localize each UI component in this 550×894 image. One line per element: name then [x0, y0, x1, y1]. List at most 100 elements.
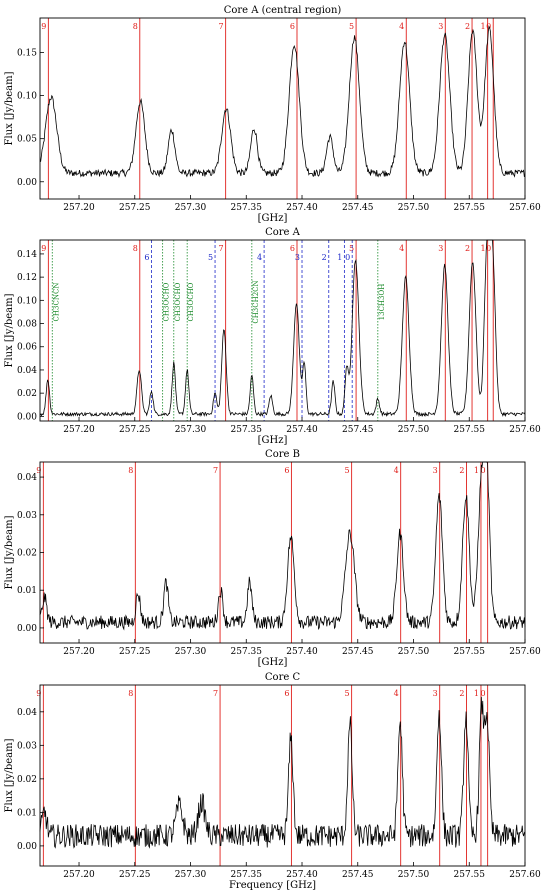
- plot-frame: [39, 684, 526, 867]
- x-tick-label: 257.40: [286, 870, 318, 880]
- transition-label-red: 4: [394, 466, 399, 475]
- transition-label-red: 3: [433, 466, 438, 475]
- y-axis-label: Flux [Jy/beam]: [4, 293, 15, 367]
- y-tick-label: 0.02: [17, 549, 37, 559]
- x-axis-label: Frequency [GHz]: [229, 880, 316, 891]
- x-tick-label: 257.40: [286, 425, 318, 435]
- transition-label-red: 7: [219, 244, 224, 253]
- y-tick-label: 0.01: [17, 586, 37, 596]
- x-tick-label: 257.45: [342, 203, 374, 213]
- transition-label-red: 1: [481, 22, 486, 31]
- y-axis-label: Flux [Jy/beam]: [4, 738, 15, 812]
- transition-label-red: 0: [486, 244, 491, 253]
- transition-label-red: 3: [438, 244, 443, 253]
- x-tick-label: 257.45: [342, 425, 374, 435]
- transition-label-blue: 0: [345, 253, 350, 262]
- y-tick-label: 0.00: [17, 624, 37, 634]
- y-tick-label: 0.04: [17, 473, 37, 483]
- x-tick-label: 257.60: [509, 203, 541, 213]
- transition-label-red: 7: [213, 689, 218, 698]
- transition-label-red: 1: [474, 466, 479, 475]
- transition-label-red: 2: [465, 244, 470, 253]
- x-tick-label: 257.35: [231, 870, 263, 880]
- transition-label-red: 8: [128, 466, 133, 475]
- species-label-green: CH3OCHO: [187, 282, 195, 321]
- spectrum-line: [39, 461, 526, 631]
- transition-label-red: 2: [459, 466, 464, 475]
- x-tick-label: 257.30: [175, 647, 207, 657]
- spectrum-line: [39, 239, 526, 418]
- x-tick-label: 257.45: [342, 647, 374, 657]
- panel-title: Core B: [265, 449, 300, 460]
- panel-3: Core B 9 8 7 6 5 4 3 2 1 0 257.20 257.25 257.30 257.35…: [4, 449, 541, 668]
- y-tick-label: 0.10: [17, 92, 37, 102]
- x-tick-label: 257.55: [454, 203, 486, 213]
- transition-label-red: 1: [474, 689, 479, 698]
- panel-title: Core A (central region): [224, 5, 342, 16]
- x-tick-label: 257.35: [231, 203, 263, 213]
- species-label-green: CH3OCHO: [174, 282, 182, 321]
- transition-label-red: 4: [399, 244, 404, 253]
- transition-label-blue: 1: [337, 253, 342, 262]
- x-tick-label: 257.20: [63, 647, 95, 657]
- x-tick-label: 257.50: [398, 647, 430, 657]
- x-tick-label: 257.25: [119, 647, 151, 657]
- y-tick-label: 0.05: [17, 135, 37, 145]
- transition-label-blue: 3: [295, 253, 300, 262]
- transition-label-blue: 4: [257, 253, 262, 262]
- x-tick-label: 257.40: [286, 647, 318, 657]
- transition-label-red: 0: [481, 466, 486, 475]
- x-tick-label: 257.50: [398, 870, 430, 880]
- y-tick-label: 0.04: [17, 708, 37, 718]
- x-tick-label: 257.50: [398, 425, 430, 435]
- y-axis-label: Flux [Jy/beam]: [4, 515, 15, 589]
- y-tick-label: 0.02: [17, 389, 37, 399]
- y-axis-label: Flux [Jy/beam]: [4, 71, 15, 145]
- y-tick-label: 0.02: [17, 775, 37, 785]
- transition-label-red: 1: [481, 244, 486, 253]
- transition-label-red: 0: [481, 689, 486, 698]
- transition-label-red: 7: [213, 466, 218, 475]
- x-tick-label: 257.60: [509, 647, 541, 657]
- y-tick-label: 0.12: [17, 273, 37, 283]
- transition-label-red: 4: [394, 689, 399, 698]
- transition-label-red: 3: [438, 22, 443, 31]
- x-tick-label: 257.55: [454, 425, 486, 435]
- transition-label-red: 9: [36, 689, 41, 698]
- transition-label-red: 8: [133, 244, 138, 253]
- transition-label-red: 9: [36, 466, 41, 475]
- transition-label-red: 8: [133, 22, 138, 31]
- x-tick-label: 257.35: [231, 647, 263, 657]
- transition-label-red: 6: [290, 22, 295, 31]
- transition-label-blue: 2: [322, 253, 327, 262]
- transition-label-blue: 5: [208, 253, 213, 262]
- y-tick-label: 0.15: [17, 48, 37, 58]
- y-tick-label: 0.06: [17, 343, 37, 353]
- x-axis-label: [GHz]: [258, 435, 288, 446]
- x-tick-label: 257.30: [175, 870, 207, 880]
- y-tick-label: 0.00: [17, 178, 37, 188]
- y-tick-label: 0.08: [17, 320, 37, 330]
- plot-frame: [39, 239, 526, 422]
- transition-label-red: 8: [128, 689, 133, 698]
- transition-label-blue: 6: [144, 253, 149, 262]
- x-tick-label: 257.50: [398, 203, 430, 213]
- x-tick-label: 257.25: [119, 425, 151, 435]
- y-tick-label: 0.03: [17, 511, 37, 521]
- x-axis-label: [GHz]: [258, 213, 288, 224]
- y-tick-label: 0.03: [17, 741, 37, 751]
- x-tick-label: 257.55: [454, 870, 486, 880]
- x-tick-label: 257.20: [63, 203, 95, 213]
- y-tick-label: 0.00: [17, 412, 37, 422]
- species-label-green: CH3OCHO: [163, 282, 171, 321]
- x-tick-label: 257.60: [509, 425, 541, 435]
- panel-title: Core C: [265, 672, 301, 683]
- y-tick-label: 0.00: [17, 842, 37, 852]
- x-tick-label: 257.45: [342, 870, 374, 880]
- x-tick-label: 257.35: [231, 425, 263, 435]
- y-tick-label: 0.14: [17, 250, 37, 260]
- transition-label-red: 6: [284, 466, 289, 475]
- x-tick-label: 257.40: [286, 203, 318, 213]
